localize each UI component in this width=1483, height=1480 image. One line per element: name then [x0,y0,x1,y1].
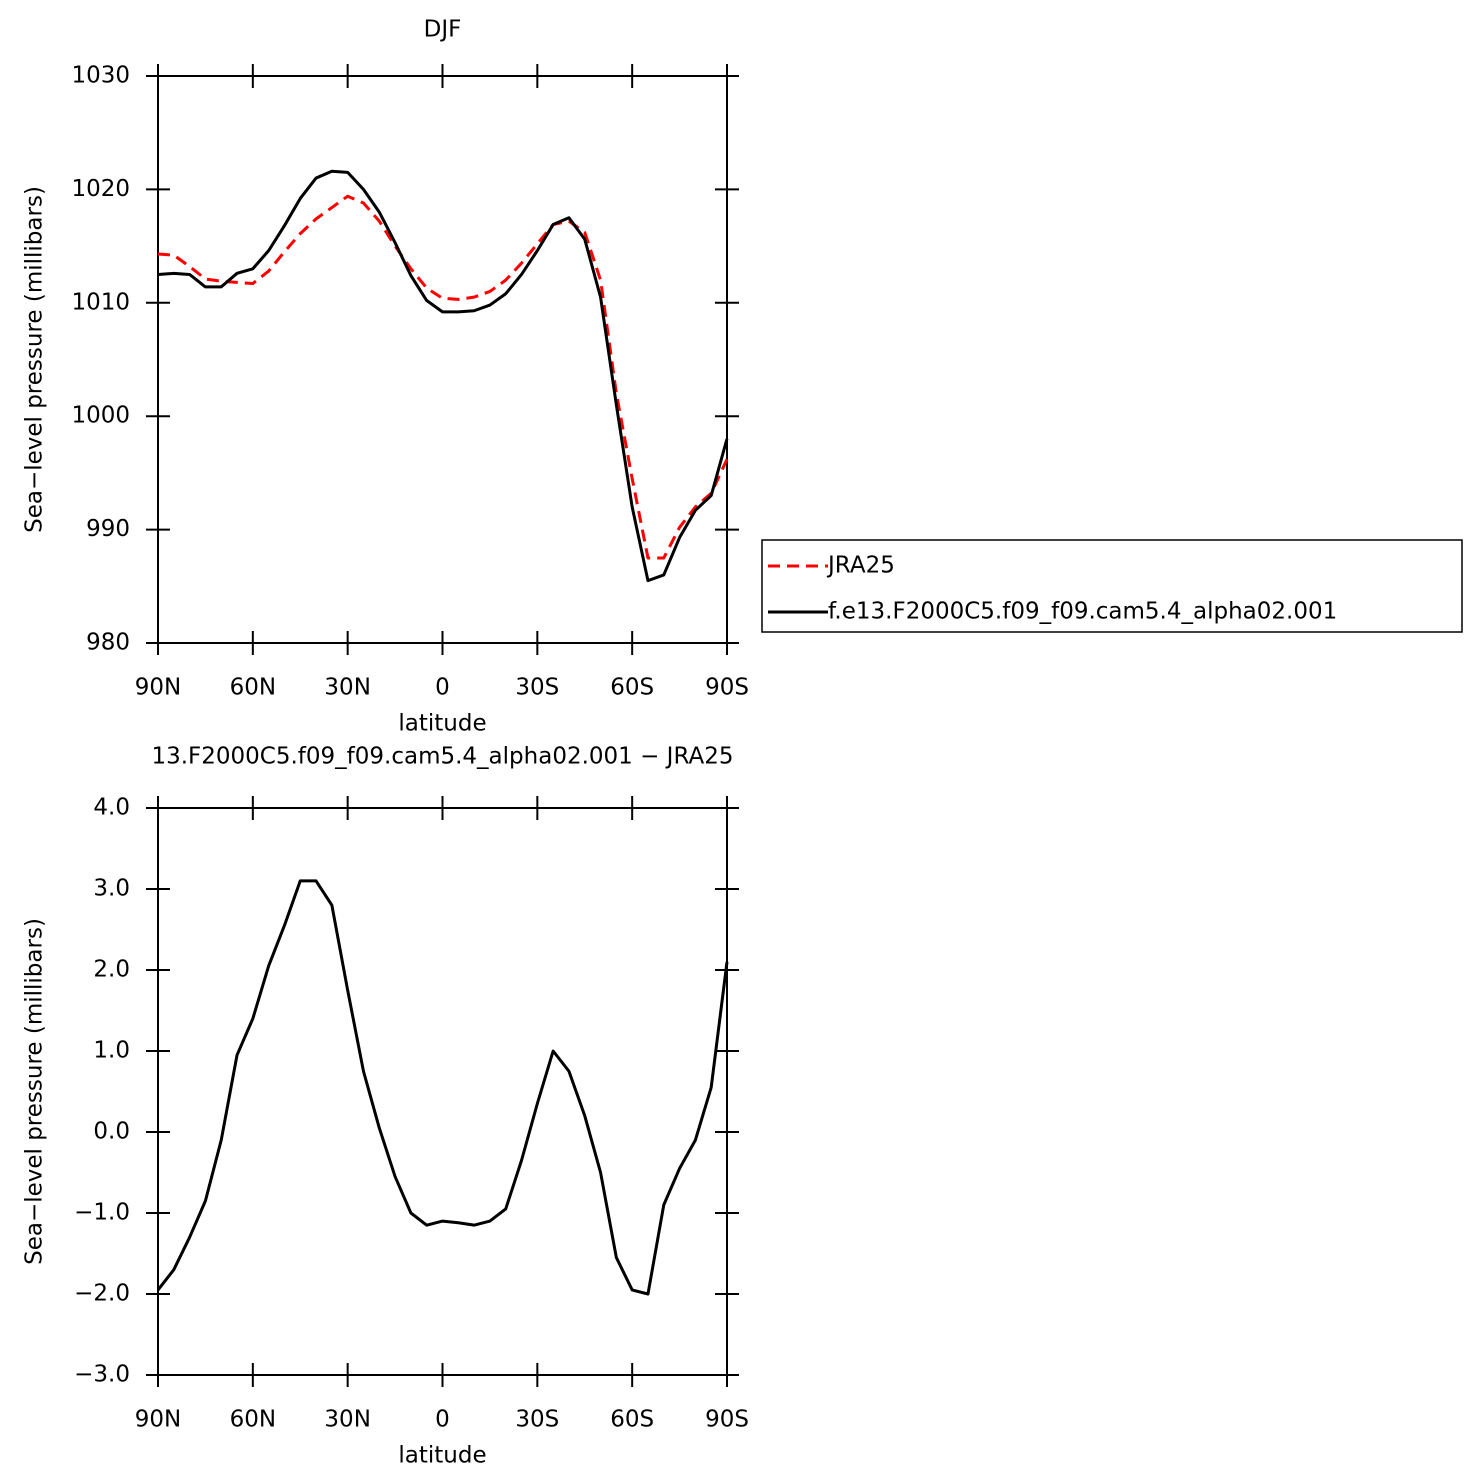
y-tick-label: 0.0 [93,1119,130,1145]
x-tick-label: 30N [324,675,370,701]
x-tick-label: 90S [705,1407,749,1433]
y-axis-label: Sea−level pressure (millibars) [22,186,48,533]
y-tick-label: 990 [86,516,130,542]
y-tick-label: 2.0 [93,957,130,983]
x-tick-label: 60N [230,675,276,701]
x-tick-label: 60S [610,675,654,701]
x-tick-label: 30S [515,1407,559,1433]
y-tick-label: 1030 [71,63,130,89]
y-tick-label: 1020 [71,176,130,202]
y-tick-label: 980 [86,630,130,656]
y-tick-label: −2.0 [74,1281,130,1307]
chart-title: 13.F2000C5.f09_f09.cam5.4_alpha02.001 − … [151,744,733,770]
plot-frame [157,75,728,644]
y-axis-label: Sea−level pressure (millibars) [22,918,48,1265]
x-tick-label: 60N [230,1407,276,1433]
y-tick-label: 1000 [71,403,130,429]
x-tick-label: 0 [435,1407,450,1433]
y-tick-label: −3.0 [74,1362,130,1388]
y-tick-label: 1010 [71,289,130,315]
y-tick-label: 4.0 [93,795,130,821]
x-tick-label: 90S [705,675,749,701]
x-tick-label: 0 [435,675,450,701]
y-tick-label: 1.0 [93,1038,130,1064]
x-tick-label: 60S [610,1407,654,1433]
legend-label: f.e13.F2000C5.f09_f09.cam5.4_alpha02.001 [828,599,1337,625]
x-axis-label: latitude [398,711,486,737]
x-tick-label: 30N [324,1407,370,1433]
x-tick-label: 90N [135,675,181,701]
y-tick-label: 3.0 [93,876,130,902]
data-line [156,879,729,1296]
x-tick-label: 90N [135,1407,181,1433]
data-line [157,194,729,560]
legend-label: JRA25 [826,553,895,579]
plot-frame [157,807,728,1376]
chart-title: DJF [424,17,462,43]
x-tick-label: 30S [515,675,559,701]
legend-box [761,539,1463,633]
y-tick-label: −1.0 [74,1200,130,1226]
x-axis-label: latitude [398,1443,486,1469]
data-line [157,169,729,583]
